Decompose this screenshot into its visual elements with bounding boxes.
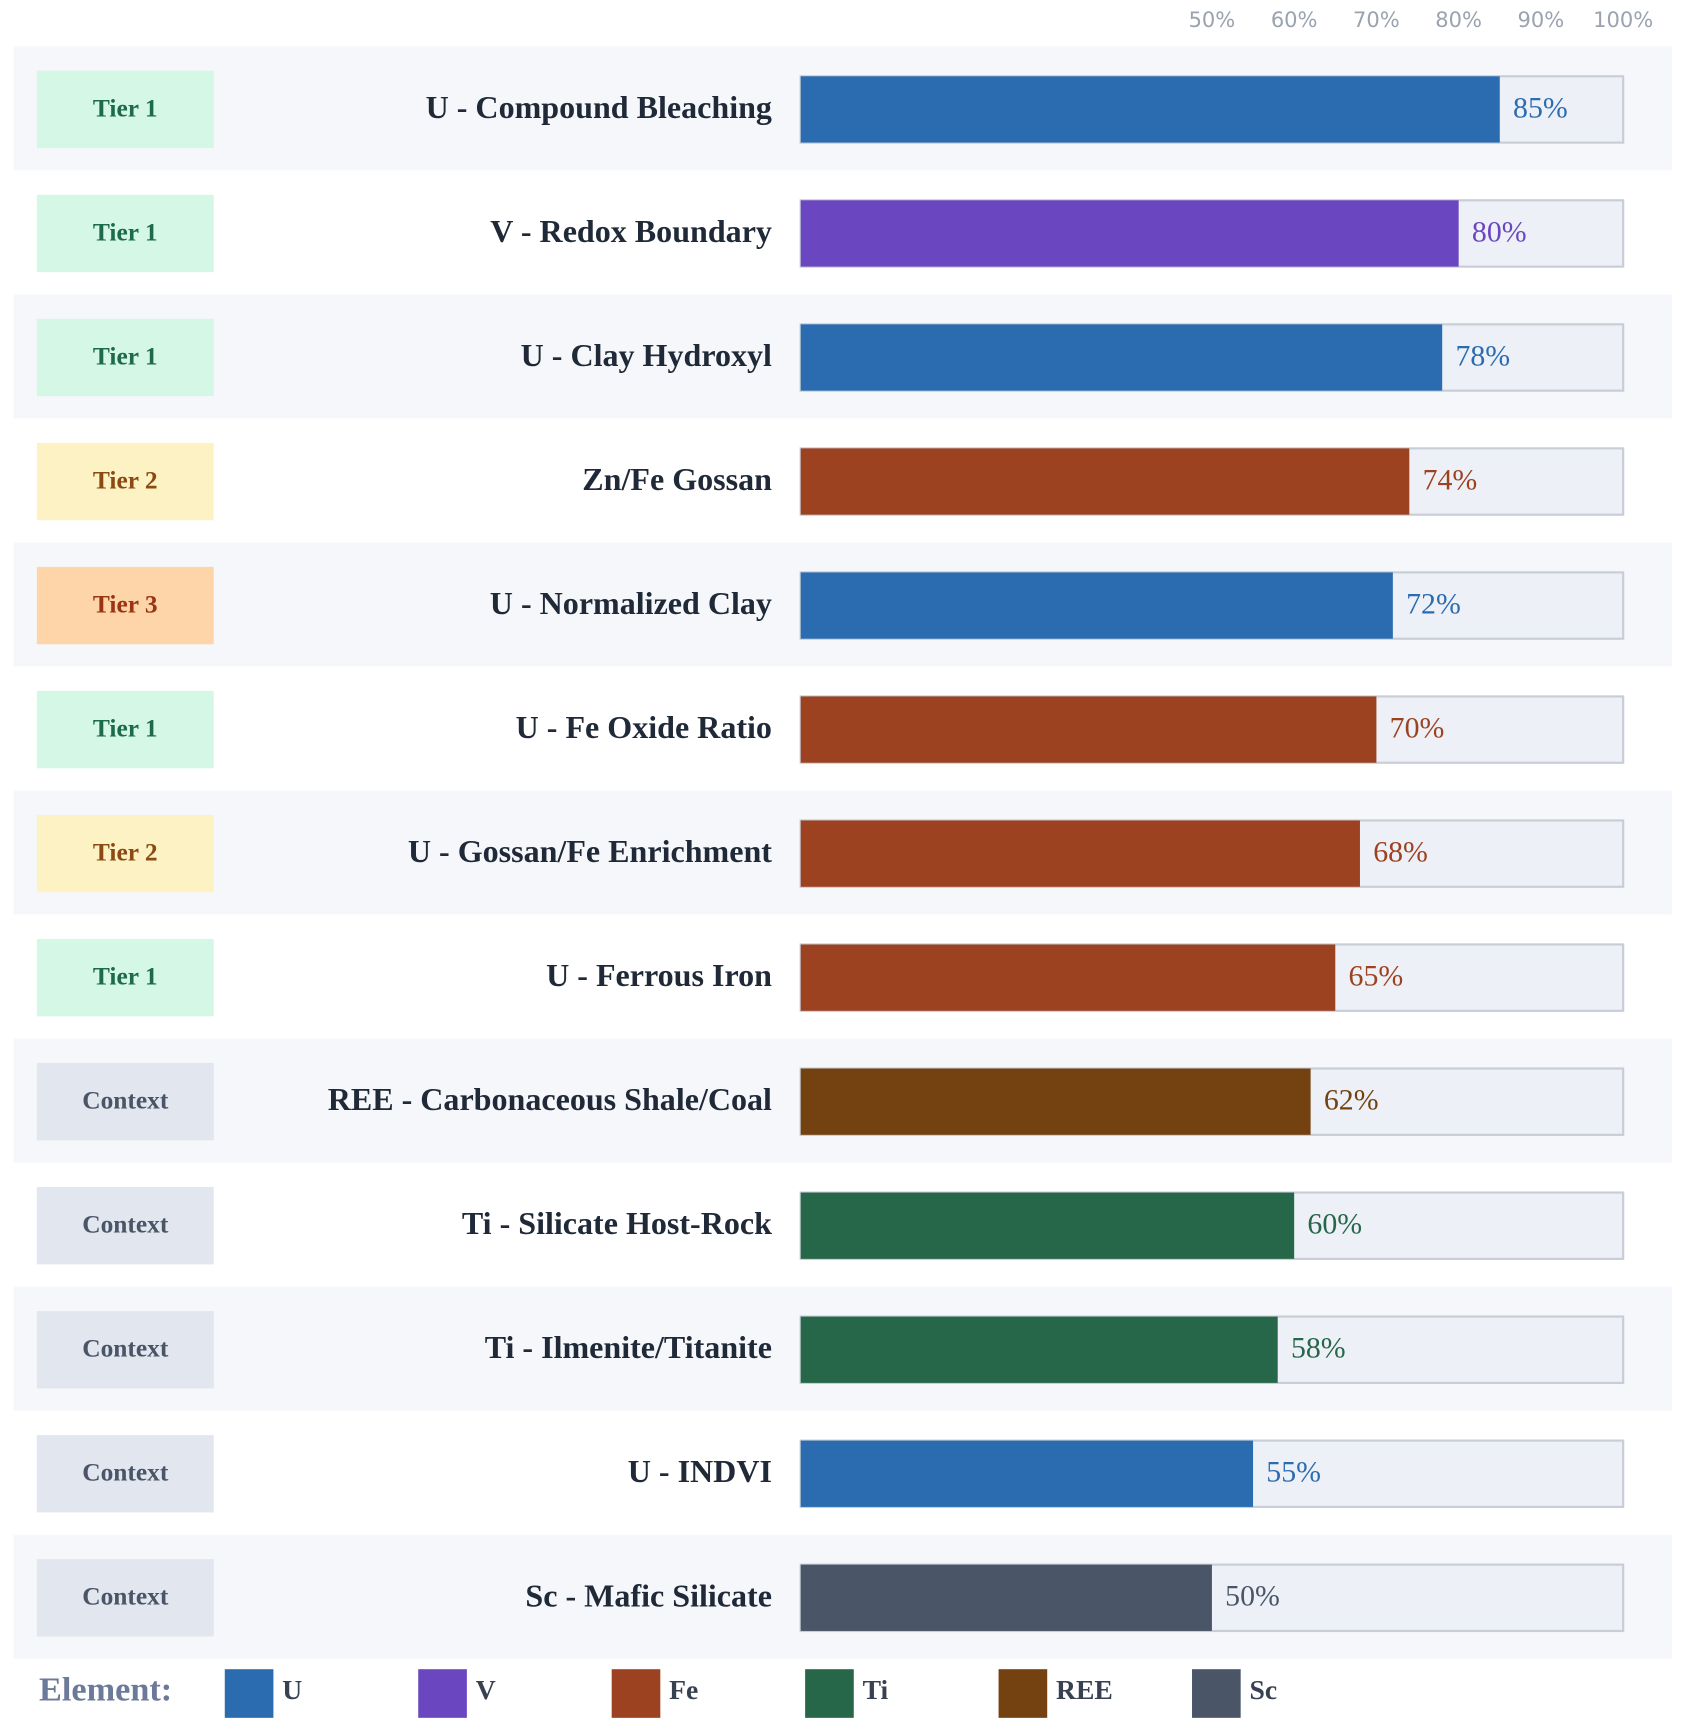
tier-label: Tier 2: [93, 839, 158, 867]
bar: [800, 572, 1393, 639]
tier-badge: [36, 690, 214, 769]
value-label: 58%: [1291, 1332, 1346, 1365]
tier-label: Tier 1: [93, 218, 158, 246]
tier-label: Tier 2: [93, 466, 158, 494]
category-label: U - INDVI: [628, 1453, 772, 1489]
x-tick-label: 100%: [1593, 8, 1653, 32]
value-label: 70%: [1390, 712, 1445, 745]
tier-badge: [36, 442, 214, 521]
tier-badge: [36, 566, 214, 645]
bar: [800, 200, 1459, 267]
x-tick-label: 50%: [1189, 8, 1236, 32]
tier-badge: [36, 1311, 214, 1389]
legend-swatch: [1192, 1669, 1241, 1718]
legend-swatch: [998, 1669, 1048, 1718]
bar: [800, 1564, 1212, 1631]
legend-label: V: [476, 1674, 496, 1705]
category-label: REE - Carbonaceous Shale/Coal: [328, 1081, 772, 1117]
category-label: Zn/Fe Gossan: [582, 461, 772, 497]
category-label: U - Ferrous Iron: [546, 957, 772, 993]
tier-label: Context: [82, 1211, 169, 1239]
legend-label: Fe: [669, 1674, 698, 1705]
value-label: 85%: [1513, 91, 1568, 124]
value-label: 55%: [1266, 1456, 1321, 1489]
category-label: V - Redox Boundary: [490, 213, 772, 249]
legend-label: REE: [1056, 1674, 1113, 1705]
legend-label: Sc: [1250, 1674, 1278, 1705]
legend-swatch: [805, 1669, 854, 1718]
bar: [800, 1440, 1254, 1507]
value-label: 68%: [1373, 836, 1428, 869]
x-tick-label: 70%: [1353, 8, 1400, 32]
legend-label: U: [282, 1674, 302, 1705]
category-label: U - Clay Hydroxyl: [521, 337, 772, 373]
tier-label: Tier 1: [93, 342, 158, 370]
category-label: Sc - Mafic Silicate: [525, 1577, 772, 1613]
category-label: U - Gossan/Fe Enrichment: [408, 833, 772, 869]
legend-label: Ti: [863, 1674, 889, 1705]
tier-badge: [36, 1062, 214, 1141]
tier-label: Context: [82, 1583, 169, 1611]
tier-label: Context: [82, 1459, 169, 1487]
tier-label: Tier 3: [93, 590, 158, 618]
tier-badge: [36, 814, 214, 893]
tier-badge: [36, 194, 214, 273]
tier-label: Tier 1: [93, 94, 158, 122]
tier-label: Context: [82, 1335, 169, 1363]
category-label: U - Compound Bleaching: [426, 89, 772, 125]
value-label: 74%: [1423, 463, 1478, 496]
x-tick-label: 90%: [1518, 8, 1565, 32]
tier-badge: [36, 1187, 214, 1265]
value-label: 50%: [1225, 1580, 1280, 1613]
tier-badge: [36, 318, 214, 397]
tier-badge: [36, 1559, 214, 1637]
tier-badge: [36, 1435, 214, 1513]
tier-badge: [36, 70, 214, 149]
legend-title: Element:: [39, 1670, 172, 1708]
bar: [800, 448, 1410, 515]
bar: [800, 696, 1377, 763]
category-label: U - Fe Oxide Ratio: [516, 709, 772, 745]
bar: [800, 76, 1500, 143]
value-label: 62%: [1324, 1084, 1379, 1117]
legend-swatch: [418, 1669, 467, 1718]
bar: [800, 1068, 1311, 1135]
category-label: Ti - Silicate Host-Rock: [462, 1205, 772, 1241]
bar: [800, 820, 1360, 887]
value-label: 60%: [1307, 1208, 1362, 1241]
x-tick-label: 80%: [1435, 8, 1482, 32]
tier-label: Tier 1: [93, 715, 158, 743]
x-tick-label: 60%: [1271, 8, 1318, 32]
value-label: 65%: [1349, 960, 1404, 993]
tier-badge: [36, 938, 214, 1017]
value-label: 78%: [1455, 339, 1510, 372]
value-label: 72%: [1406, 588, 1461, 621]
category-label: U - Normalized Clay: [490, 585, 772, 621]
bar: [800, 1192, 1295, 1259]
bar: [800, 944, 1336, 1011]
legend-swatch: [611, 1669, 661, 1718]
tier-label: Tier 1: [93, 963, 158, 991]
legend-swatch: [224, 1669, 274, 1718]
bar: [800, 324, 1443, 391]
category-label: Ti - Ilmenite/Titanite: [485, 1329, 772, 1365]
value-label: 80%: [1472, 215, 1527, 248]
bar: [800, 1316, 1278, 1383]
tier-label: Context: [82, 1087, 169, 1115]
